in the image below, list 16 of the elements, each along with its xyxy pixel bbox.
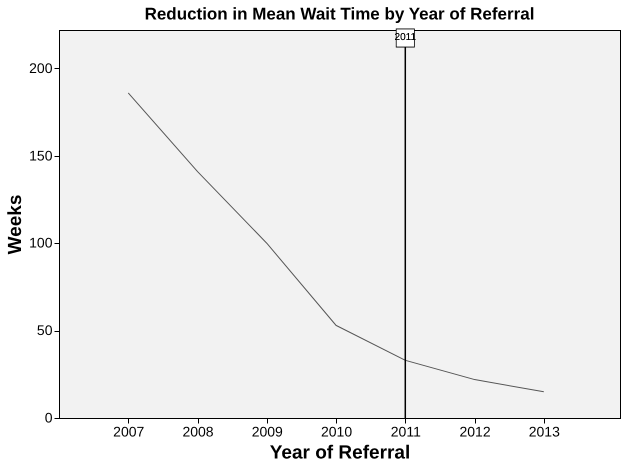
- x-tick-label: 2013: [528, 424, 560, 440]
- y-tick-label: 0: [44, 410, 53, 426]
- y-tick-label: 100: [29, 234, 53, 251]
- x-axis-title: Year of Referral: [270, 442, 410, 464]
- line-series: [128, 92, 544, 392]
- y-tick-label: 200: [29, 60, 53, 76]
- y-tick-label: 50: [36, 322, 53, 338]
- x-tick-label: 2012: [459, 424, 491, 440]
- x-tick-label: 2010: [320, 424, 352, 440]
- y-tick-label: 150: [29, 147, 53, 164]
- chart-title: Reduction in Mean Wait Time by Year of Referral: [144, 4, 534, 24]
- x-tick-label: 2009: [252, 424, 284, 440]
- x-tick-label: 2007: [113, 424, 145, 440]
- y-axis-title: Weeks: [5, 194, 26, 254]
- x-tick-label: 2011: [390, 424, 422, 440]
- x-tick-label: 2008: [182, 424, 214, 440]
